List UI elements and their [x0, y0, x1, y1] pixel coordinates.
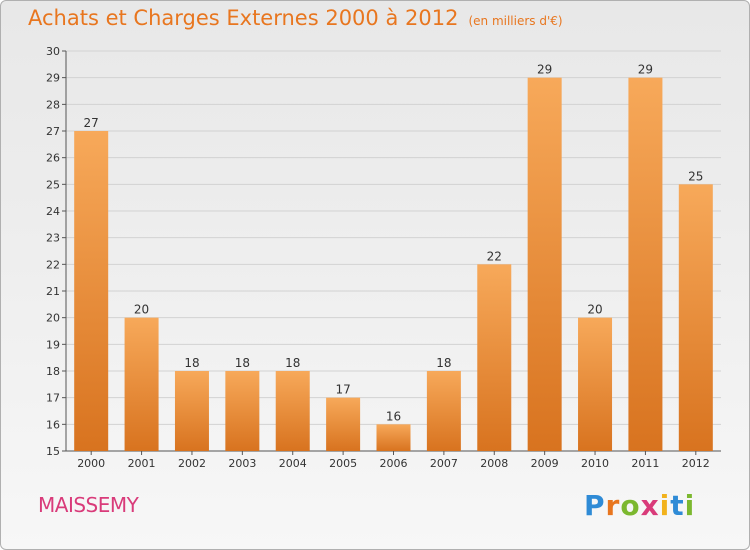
- bar: [527, 77, 562, 452]
- bar: [628, 77, 663, 452]
- y-tick-label: 29: [46, 72, 60, 85]
- x-tick-label: 2010: [581, 457, 609, 470]
- data-label: 20: [587, 303, 602, 317]
- proxiti-logo: Proxiti: [584, 489, 695, 522]
- bar: [326, 397, 361, 451]
- data-label: 27: [84, 116, 99, 130]
- bar: [275, 371, 310, 451]
- x-tick-label: 2008: [480, 457, 508, 470]
- chart-title: Achats et Charges Externes 2000 à 2012: [28, 6, 459, 30]
- y-tick-label: 25: [46, 178, 60, 191]
- x-tick-label: 2001: [128, 457, 156, 470]
- bar: [376, 424, 411, 451]
- y-tick-label: 17: [46, 392, 60, 405]
- title-row: Achats et Charges Externes 2000 à 2012 (e…: [28, 6, 563, 30]
- data-label: 18: [436, 356, 451, 370]
- chart-subtitle: (en milliers d'€): [468, 14, 563, 28]
- bar: [426, 371, 461, 451]
- bar: [678, 184, 713, 452]
- data-label: 18: [235, 356, 250, 370]
- logo-letter: o: [620, 489, 641, 522]
- data-label: 18: [184, 356, 199, 370]
- x-tick-label: 2002: [178, 457, 206, 470]
- bar: [578, 317, 613, 451]
- data-label: 29: [638, 63, 653, 77]
- bars: [74, 77, 713, 452]
- y-tick-label: 18: [46, 365, 60, 378]
- data-label: 16: [386, 409, 401, 423]
- logo-letter: i: [659, 489, 671, 522]
- x-tick-label: 2011: [631, 457, 659, 470]
- y-tick-label: 27: [46, 125, 60, 138]
- bar: [477, 264, 512, 451]
- x-tick-label: 2006: [380, 457, 408, 470]
- bar: [74, 131, 109, 451]
- data-label: 22: [487, 249, 502, 263]
- logo-letter: x: [640, 489, 660, 522]
- commune-name: MAISSEMY: [38, 493, 139, 517]
- data-label: 29: [537, 63, 552, 77]
- data-label: 17: [335, 383, 350, 397]
- bar: [124, 317, 159, 451]
- y-tick-label: 22: [46, 258, 60, 271]
- y-tick-label: 23: [46, 232, 60, 245]
- logo-letter: P: [584, 489, 606, 522]
- y-tick-label: 28: [46, 98, 60, 111]
- y-tick-label: 19: [46, 338, 60, 351]
- y-tick-label: 24: [46, 205, 60, 218]
- logo-letter: i: [684, 489, 696, 522]
- y-tick-label: 26: [46, 152, 60, 165]
- x-tick-label: 2005: [329, 457, 357, 470]
- y-tick-label: 15: [46, 445, 60, 458]
- data-label: 18: [285, 356, 300, 370]
- x-tick-label: 2003: [228, 457, 256, 470]
- bar: [174, 371, 209, 451]
- x-tick-label: 2007: [430, 457, 458, 470]
- data-label: 20: [134, 303, 149, 317]
- x-tick-label: 2012: [682, 457, 710, 470]
- data-labels: 27 20 18 18 18 17 16 18 22 29 20 29 25: [84, 63, 704, 424]
- y-tick-label: 16: [46, 418, 60, 431]
- y-tick-label: 20: [46, 312, 60, 325]
- y-tick-label: 30: [46, 45, 60, 58]
- x-tick-label: 2000: [77, 457, 105, 470]
- data-label: 25: [688, 169, 703, 183]
- gridlines: [66, 50, 721, 452]
- logo-letter: t: [670, 489, 685, 522]
- x-tick-label: 2009: [531, 457, 559, 470]
- bar: [225, 371, 260, 451]
- logo-letter: r: [605, 489, 621, 522]
- x-tick-label: 2004: [279, 457, 307, 470]
- y-tick-label: 21: [46, 285, 60, 298]
